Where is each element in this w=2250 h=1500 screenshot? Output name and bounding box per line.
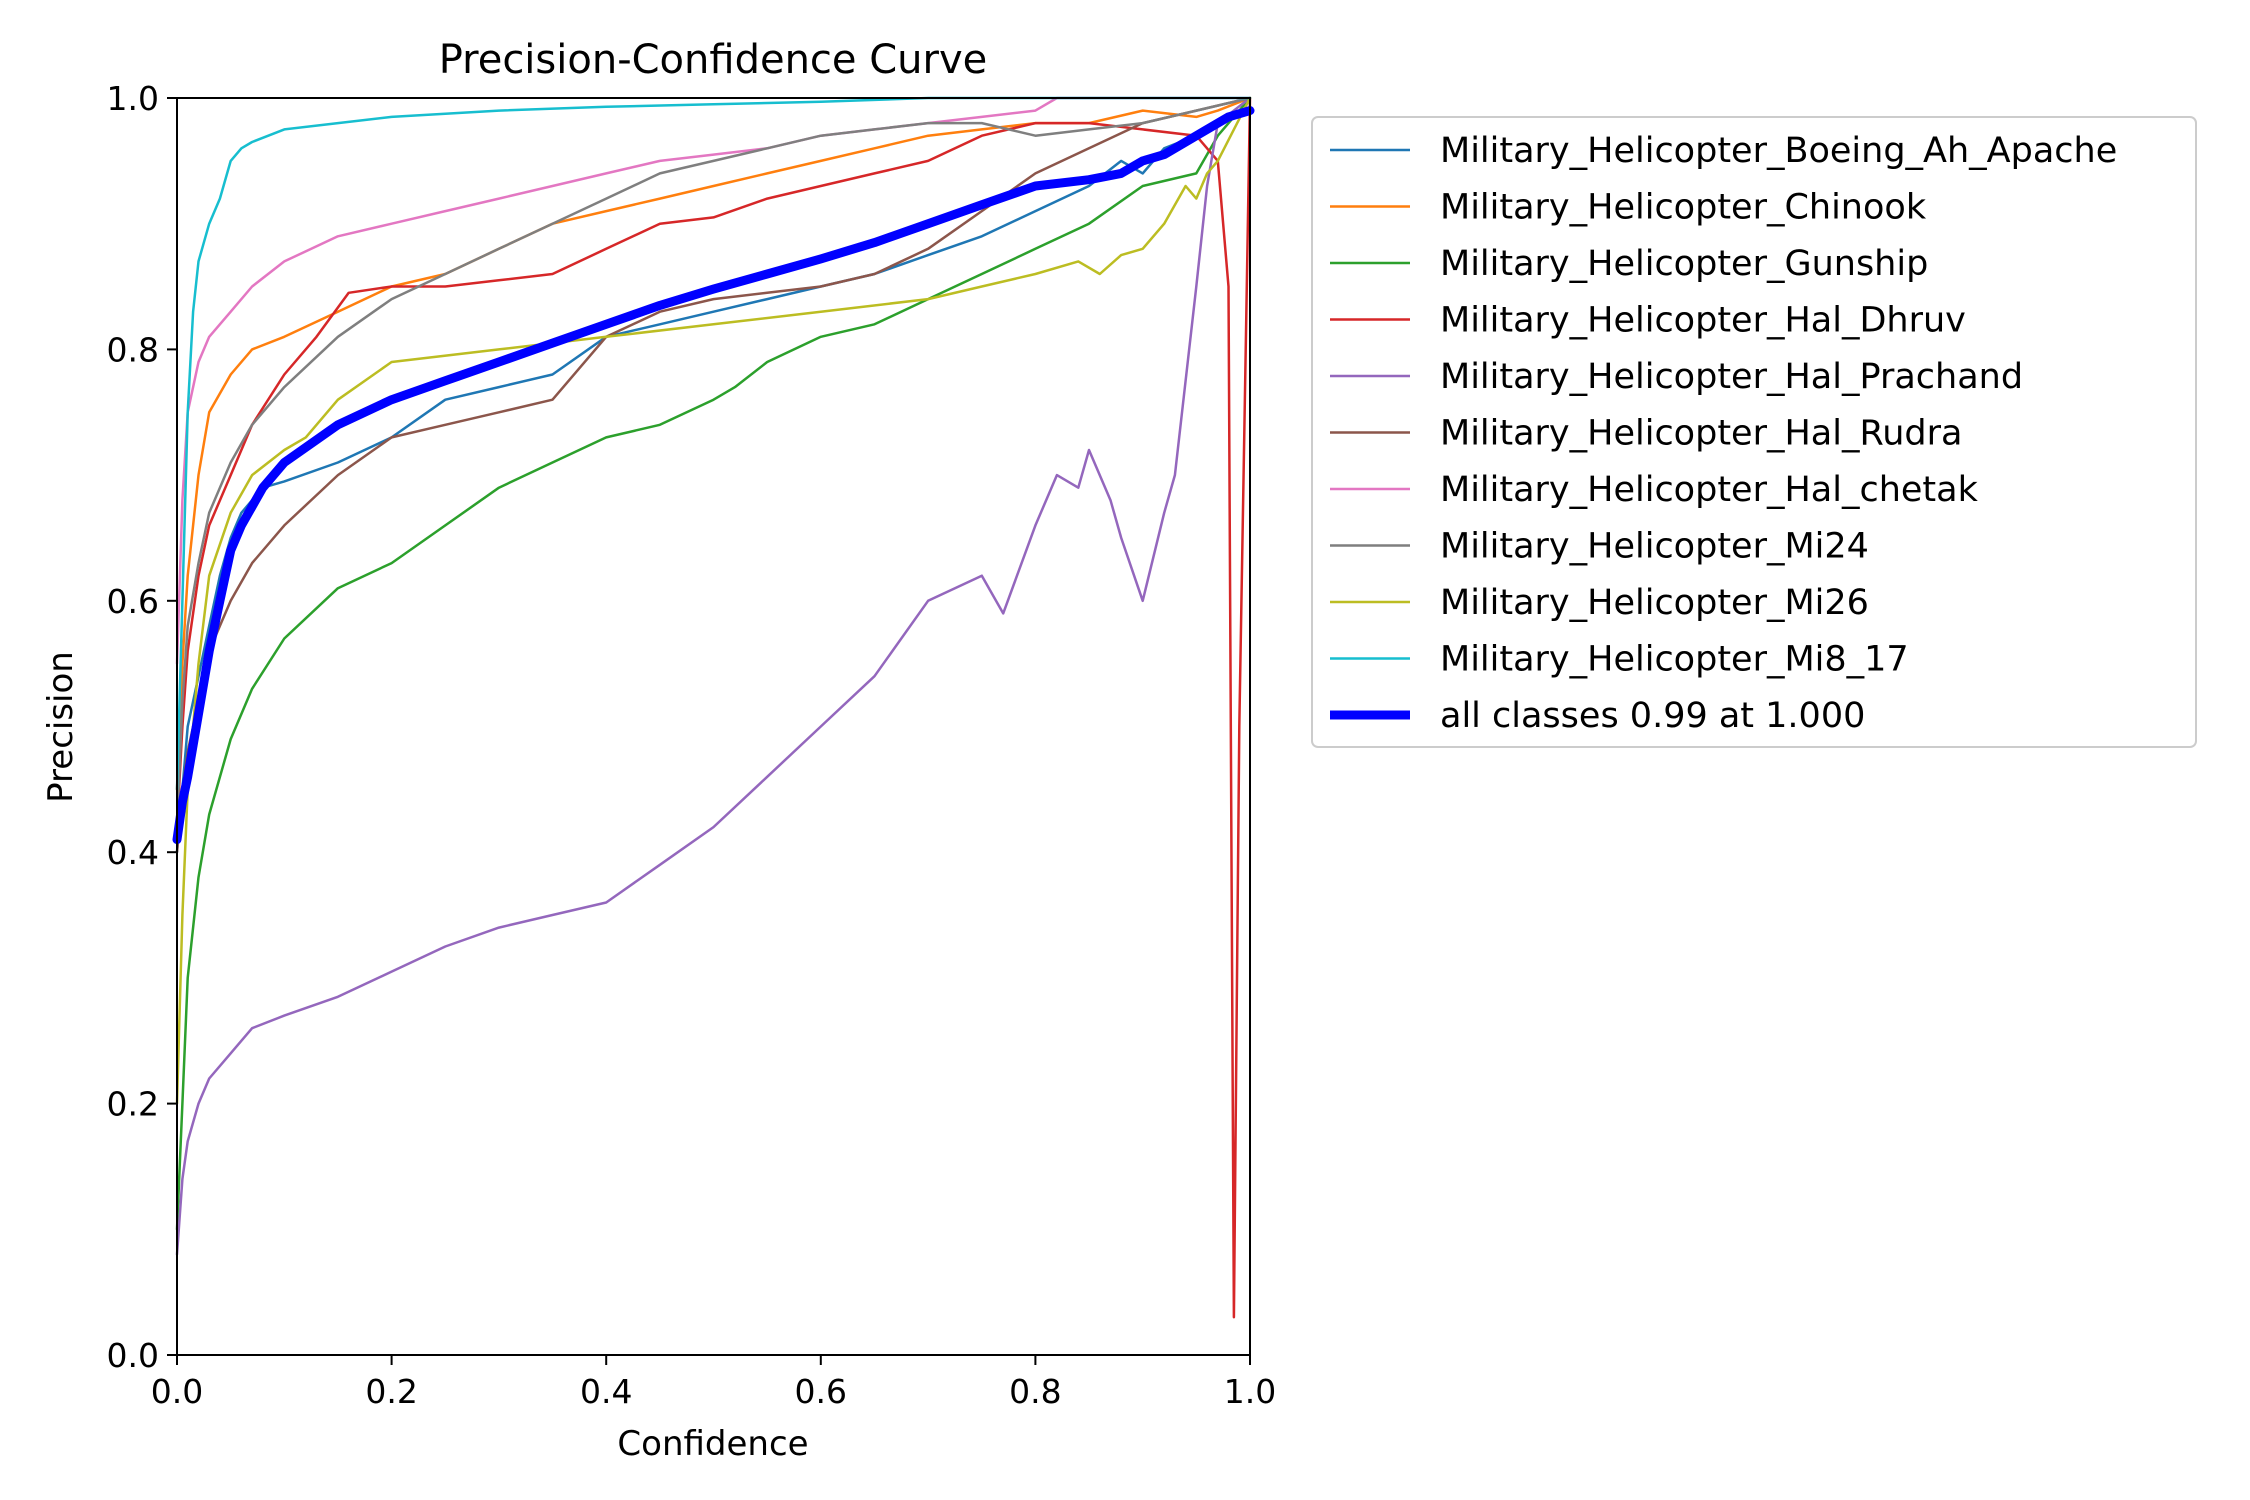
legend-label: all classes 0.99 at 1.000 — [1440, 696, 1865, 736]
series-line-1 — [175, 96, 1252, 791]
x-tick-label: 0.6 — [795, 1372, 847, 1411]
series-line-6 — [175, 96, 1252, 665]
series-line-7 — [175, 96, 1252, 829]
plot-frame — [176, 97, 1251, 1356]
chart-title: Precision-Confidence Curve — [439, 37, 988, 83]
x-tick-label: 0.2 — [365, 1372, 417, 1411]
y-tick-label: 0.4 — [107, 833, 159, 872]
series-line-0 — [175, 109, 1252, 854]
legend-label: Military_Helicopter_Mi24 — [1440, 527, 1869, 567]
x-tick-label: 0.4 — [580, 1372, 632, 1411]
y-tick-label: 0.6 — [107, 582, 159, 621]
legend-label: Military_Helicopter_Hal_Dhruv — [1440, 301, 1966, 341]
series-line-4 — [175, 96, 1252, 1256]
series-layer — [172, 96, 1255, 1319]
x-tick-label: 1.0 — [1224, 1372, 1276, 1411]
legend-label: Military_Helicopter_Gunship — [1440, 244, 1928, 284]
x-tick-label: 0.0 — [151, 1372, 203, 1411]
x-axis: 0.0 0.2 0.4 0.6 0.8 1.0 — [151, 1355, 1276, 1411]
y-axis: 0.0 0.2 0.4 0.6 0.8 1.0 — [107, 79, 177, 1375]
x-tick-label: 0.8 — [1009, 1372, 1061, 1411]
legend-label: Military_Helicopter_Mi26 — [1440, 583, 1869, 623]
legend: Military_Helicopter_Boeing_Ah_Apache Mili… — [1311, 116, 2197, 748]
series-line-8 — [175, 96, 1252, 1105]
legend-label: Military_Helicopter_Hal_Prachand — [1440, 357, 2023, 397]
x-axis-label: Confidence — [617, 1424, 808, 1464]
legend-label: Military_Helicopter_Hal_chetak — [1440, 470, 1979, 510]
legend-label: Military_Helicopter_Hal_Rudra — [1440, 414, 1962, 454]
legend-frame — [1311, 116, 2197, 748]
y-axis-label: Precision — [41, 651, 81, 803]
series-line-9 — [175, 96, 1252, 791]
legend-label: Military_Helicopter_Boeing_Ah_Apache — [1440, 131, 2117, 171]
y-tick-label: 0.2 — [107, 1085, 159, 1124]
series-line-3 — [175, 96, 1252, 1319]
y-tick-label: 1.0 — [107, 79, 159, 118]
y-tick-label: 0.8 — [107, 330, 159, 369]
legend-label: Military_Helicopter_Chinook — [1440, 188, 1927, 228]
series-line-all-classes — [172, 106, 1255, 845]
series-line-5 — [175, 96, 1252, 854]
series-line-2 — [175, 96, 1252, 1231]
legend-label: Military_Helicopter_Mi8_17 — [1440, 640, 1909, 680]
y-tick-label: 0.0 — [107, 1336, 159, 1375]
